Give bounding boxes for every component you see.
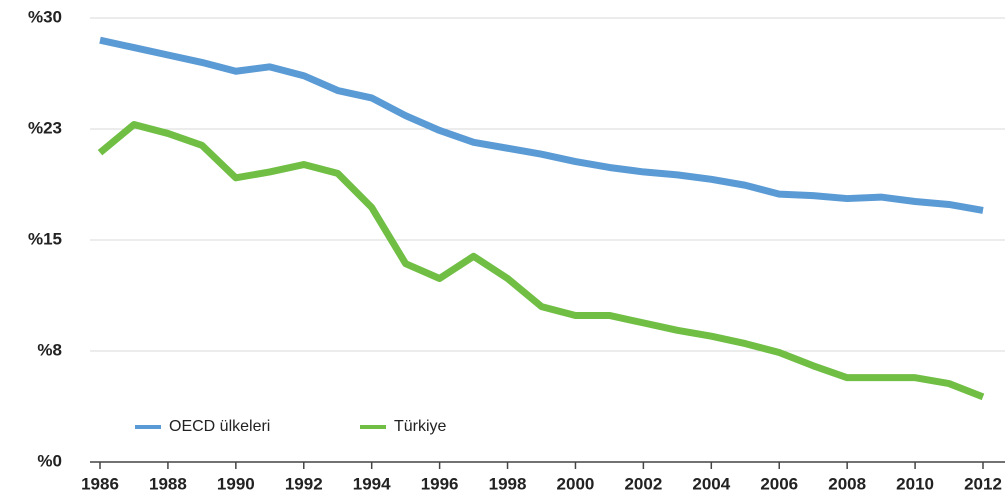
y-tick-label: %23 xyxy=(28,118,62,137)
y-tick-label: %0 xyxy=(37,451,62,470)
x-tick-label: 2008 xyxy=(828,474,866,493)
x-tick-label: 1986 xyxy=(81,474,119,493)
y-tick-label: %30 xyxy=(28,7,62,26)
y-tick-label: %15 xyxy=(28,229,62,248)
x-tick-label: 1994 xyxy=(353,474,391,493)
x-tick-label: 2000 xyxy=(557,474,595,493)
x-tick-label: 1990 xyxy=(217,474,255,493)
x-tick-label: 2002 xyxy=(624,474,662,493)
line-series xyxy=(97,121,985,401)
y-tick-label: %8 xyxy=(37,340,62,359)
x-tick-label: 1998 xyxy=(489,474,527,493)
x-tick-label: 1996 xyxy=(421,474,459,493)
x-tick-label: 1992 xyxy=(285,474,323,493)
legend-label: OECD ülkeleri xyxy=(169,418,270,435)
x-tick-label: 2010 xyxy=(896,474,934,493)
x-tick-label: 2006 xyxy=(760,474,798,493)
x-tick-label: 2012 xyxy=(964,474,1002,493)
line-series xyxy=(99,36,984,214)
legend-label: Türkiye xyxy=(394,418,447,435)
x-tick-label: 2004 xyxy=(692,474,730,493)
x-tick-label: 1988 xyxy=(149,474,187,493)
